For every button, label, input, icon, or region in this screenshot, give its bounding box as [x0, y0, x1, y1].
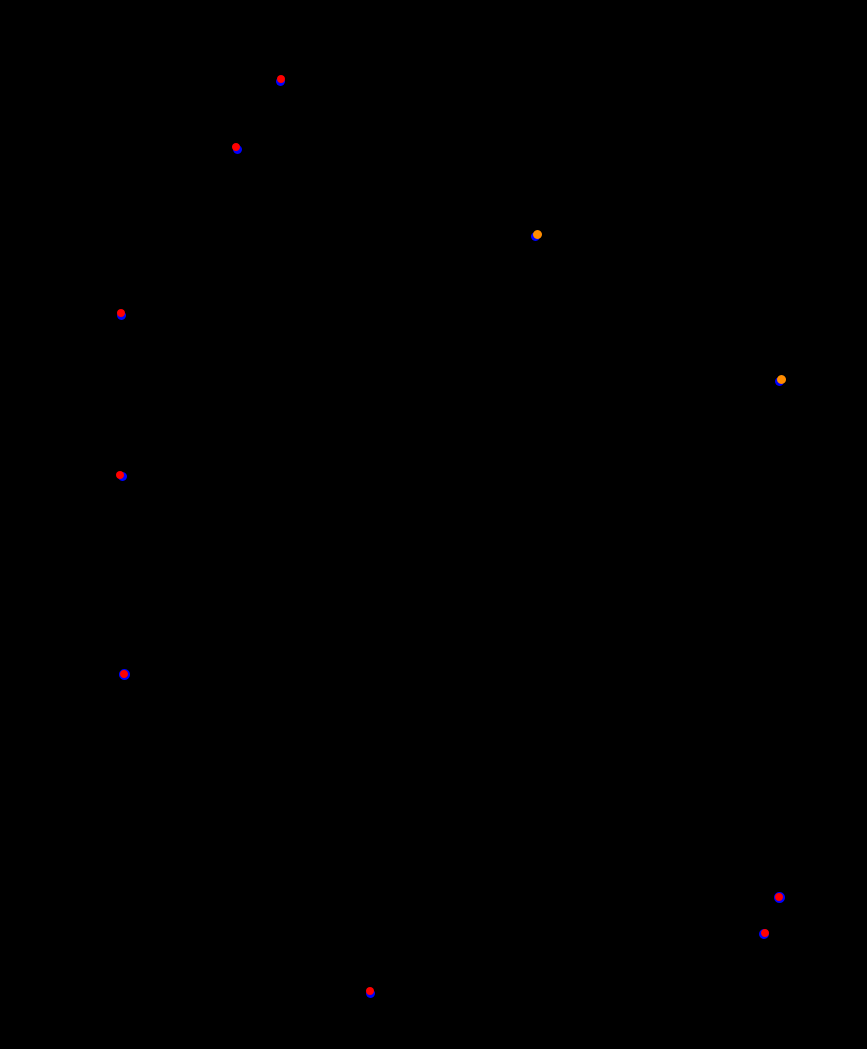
marker-front-dot: [775, 893, 783, 901]
marker-front-dot: [532, 229, 542, 239]
marker-front-dot: [120, 670, 128, 678]
marker-front-dot: [366, 987, 374, 995]
marker-front-dot: [761, 929, 769, 937]
marker-front-dot: [116, 471, 124, 479]
marker-front-dot: [277, 75, 285, 83]
marker-front-dot: [776, 374, 786, 384]
marker-front-dot: [117, 309, 125, 317]
marker-front-dot: [232, 143, 240, 151]
